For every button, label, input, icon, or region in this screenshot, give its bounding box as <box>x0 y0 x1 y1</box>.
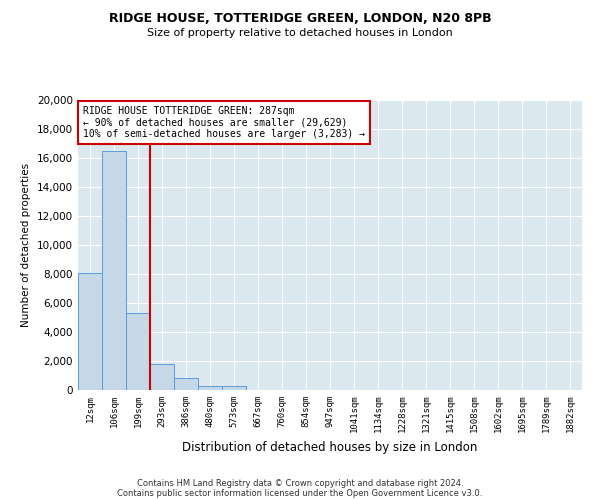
Bar <box>78 272 102 390</box>
Bar <box>150 364 174 390</box>
Bar <box>222 386 246 390</box>
Text: Contains public sector information licensed under the Open Government Licence v3: Contains public sector information licen… <box>118 488 482 498</box>
Bar <box>102 151 126 390</box>
Text: RIDGE HOUSE, TOTTERIDGE GREEN, LONDON, N20 8PB: RIDGE HOUSE, TOTTERIDGE GREEN, LONDON, N… <box>109 12 491 26</box>
Bar <box>126 313 150 390</box>
X-axis label: Distribution of detached houses by size in London: Distribution of detached houses by size … <box>182 441 478 454</box>
Text: Size of property relative to detached houses in London: Size of property relative to detached ho… <box>147 28 453 38</box>
Text: RIDGE HOUSE TOTTERIDGE GREEN: 287sqm
← 90% of detached houses are smaller (29,62: RIDGE HOUSE TOTTERIDGE GREEN: 287sqm ← 9… <box>83 106 365 139</box>
Y-axis label: Number of detached properties: Number of detached properties <box>22 163 31 327</box>
Text: Contains HM Land Registry data © Crown copyright and database right 2024.: Contains HM Land Registry data © Crown c… <box>137 478 463 488</box>
Bar <box>174 378 198 390</box>
Bar <box>198 386 222 390</box>
